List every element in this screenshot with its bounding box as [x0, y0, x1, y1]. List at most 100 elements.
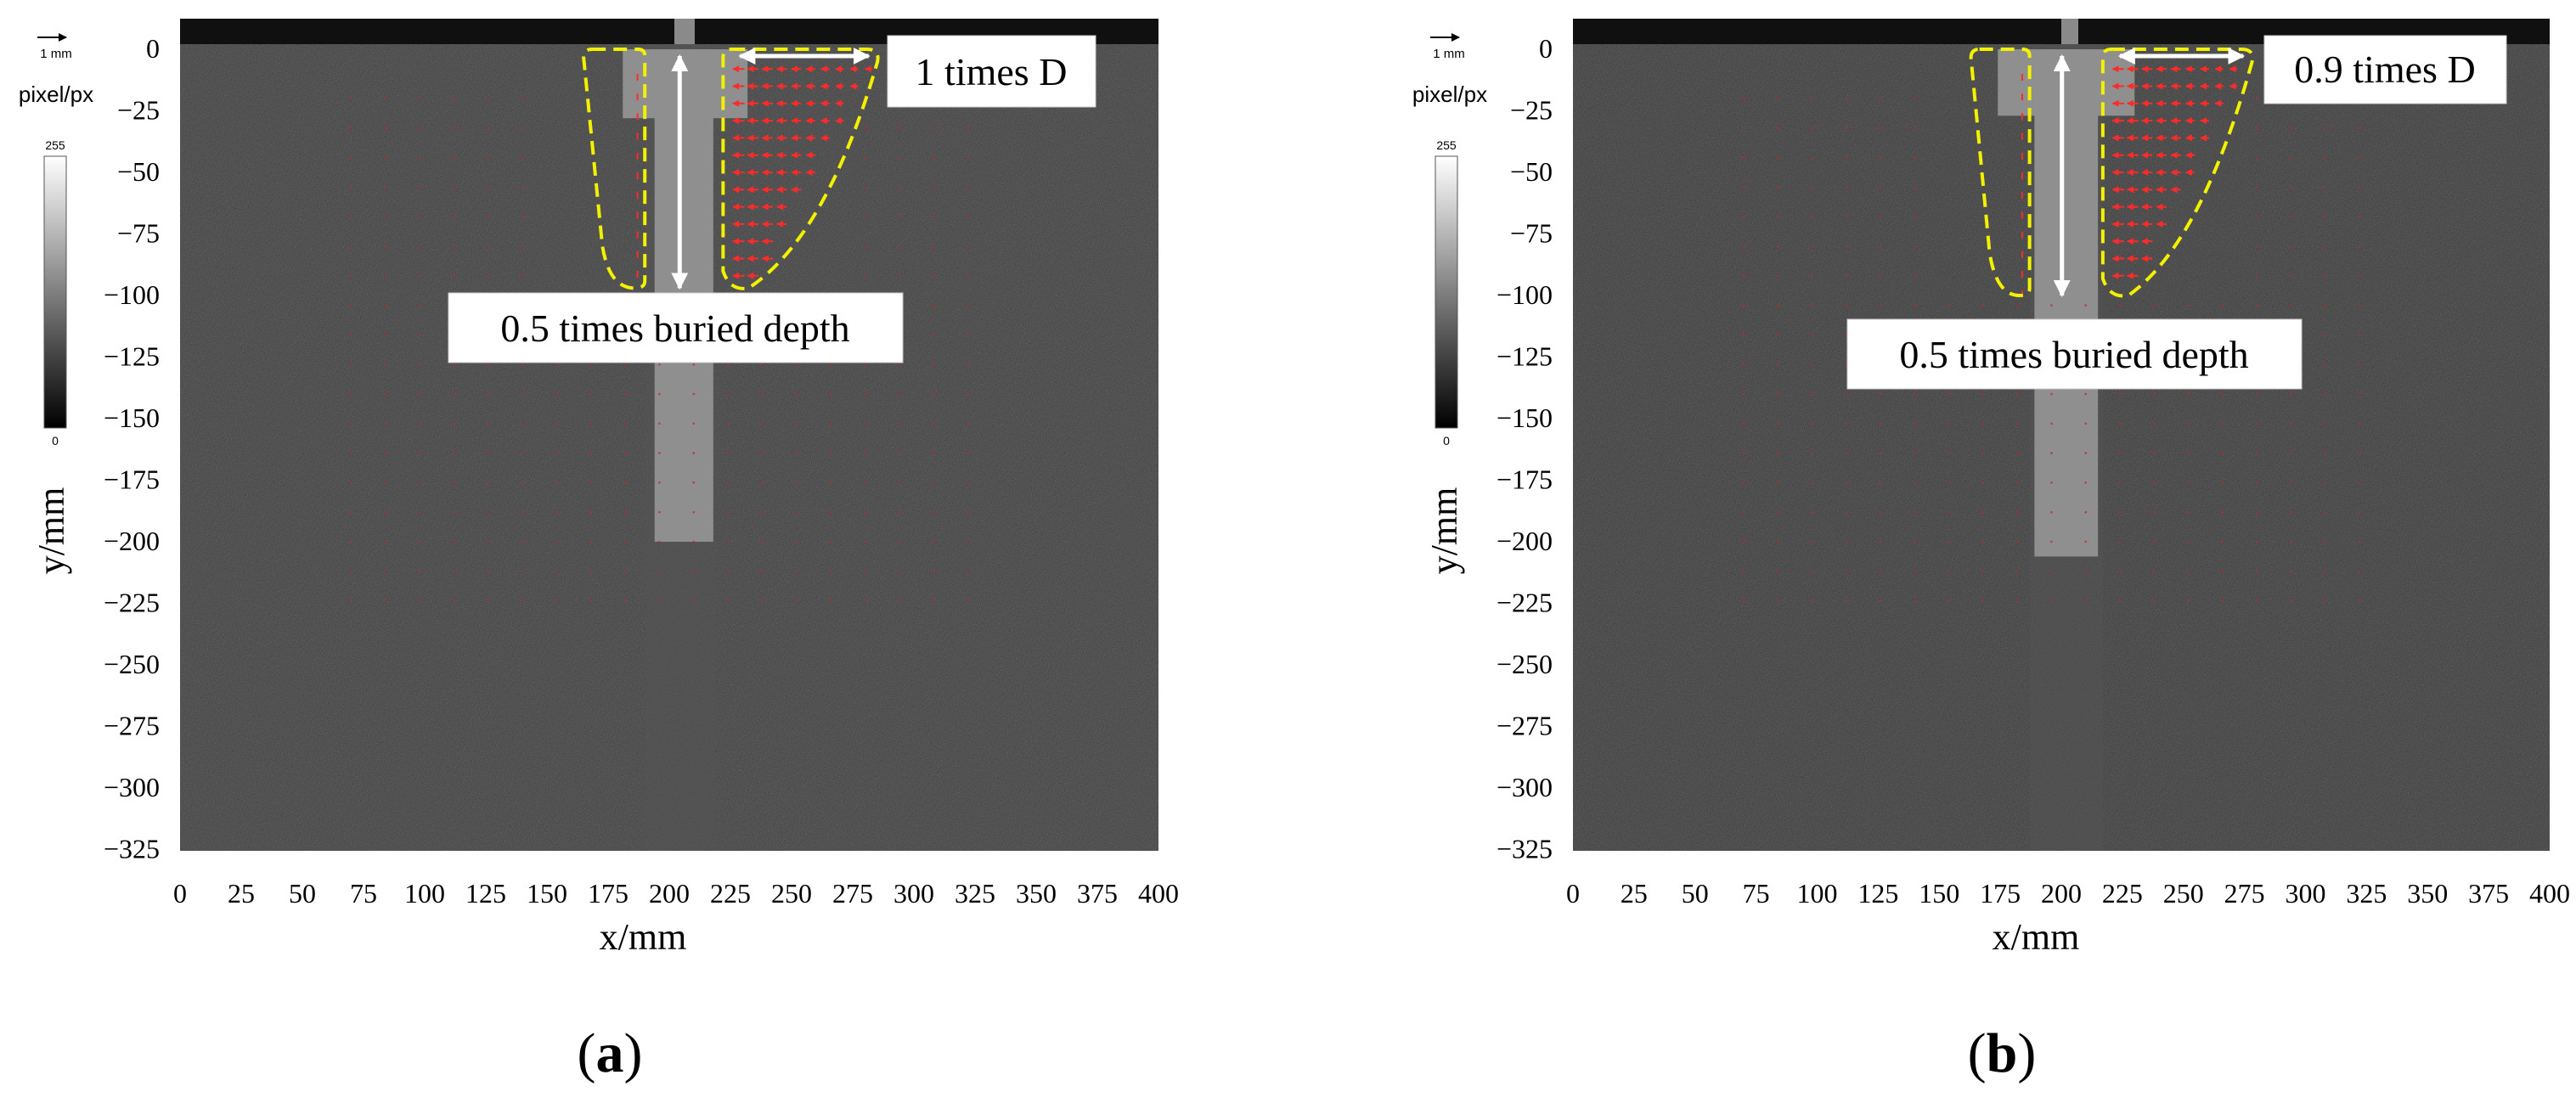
vector-dot [453, 97, 455, 100]
vector-dot [1879, 215, 1882, 218]
vector-dot [384, 186, 387, 189]
vector-dot [555, 510, 558, 514]
vector-dot [1981, 570, 1985, 573]
vector-dot [2050, 510, 2053, 514]
vector-dot [2084, 570, 2088, 573]
piv-image-a [180, 19, 1158, 851]
vector-dot [967, 481, 969, 484]
vector-dot [1879, 127, 1882, 130]
vector-dot [418, 540, 421, 543]
vector-dot [1811, 363, 1814, 366]
vector-dot [1811, 510, 1814, 514]
vector-dot [1914, 186, 1916, 189]
vector-dot [1914, 481, 1916, 484]
x-tick-label: 25 [1621, 878, 1648, 909]
y-tick-label: −125 [1497, 341, 1553, 372]
x-tick-label: 375 [2468, 878, 2509, 909]
vector-dot [2221, 452, 2224, 454]
vector-dot [1879, 570, 1882, 573]
x-tick-label: 0 [173, 878, 187, 909]
vector-dot [1948, 570, 1951, 573]
vector-dot [2187, 422, 2190, 425]
vector-dot [932, 570, 935, 573]
vector-dot [1777, 452, 1779, 454]
vector-dot [623, 452, 627, 454]
vector-dot [898, 422, 901, 425]
vector-dot [453, 127, 455, 130]
vector-dot [555, 540, 558, 543]
vector-dot [1845, 540, 1848, 543]
vector-dot [384, 304, 387, 307]
vector-dot [2084, 599, 2088, 602]
vector-dot [2324, 570, 2326, 573]
vector-dot [453, 510, 455, 514]
vector-dot [384, 215, 387, 218]
vector-dot [795, 422, 798, 425]
x-tick-label: 75 [350, 878, 377, 909]
y-tick-label: −100 [104, 279, 160, 310]
vector-dot [898, 481, 901, 484]
vector-dot [2289, 452, 2292, 454]
vector-dot [487, 215, 490, 218]
vector-dot [1811, 97, 1814, 100]
x-tick-label: 250 [2163, 878, 2204, 909]
vector-dot [967, 540, 969, 543]
vector-dot [967, 245, 969, 248]
vector-dot [1914, 245, 1916, 248]
vector-dot [1811, 304, 1814, 307]
vector-dot [453, 570, 455, 573]
vector-dot [864, 599, 866, 602]
vector-dot [418, 245, 421, 248]
vector-dot [1845, 392, 1848, 396]
vector-dot [1981, 304, 1985, 307]
vector-dot [1845, 599, 1848, 602]
vector-dot [2221, 481, 2224, 484]
vector-dot [2015, 304, 2019, 307]
vector-dot [555, 452, 558, 454]
vector-dot [1811, 481, 1814, 484]
vector-dot [350, 215, 352, 218]
vector-dot [384, 540, 387, 543]
vector-dot [521, 127, 524, 130]
vector-dot [2118, 392, 2122, 396]
vector-dot [2289, 156, 2292, 159]
vector-dot [589, 392, 593, 396]
vector-dot [726, 599, 730, 602]
x-tick-label: 200 [2041, 878, 2082, 909]
annotation-width-box-b: 0.9 times D [2263, 35, 2507, 104]
vector-dot [2015, 510, 2019, 514]
x-tick-label: 325 [2346, 878, 2387, 909]
vector-dot [1914, 156, 1916, 159]
vector-dot [2324, 481, 2326, 484]
vector-dot [932, 245, 935, 248]
vector-dot [384, 97, 387, 100]
vector-dot [2358, 215, 2361, 218]
vector-dot [2187, 599, 2190, 602]
vector-dot [2289, 422, 2292, 425]
vector-dot [864, 540, 866, 543]
vector-dot [932, 422, 935, 425]
vector-dot [1948, 510, 1951, 514]
vector-dot [487, 97, 490, 100]
vector-dot [2324, 363, 2326, 366]
vector-dot [864, 127, 866, 130]
vector-dot [2289, 245, 2292, 248]
vector-dot [623, 422, 627, 425]
vector-dot [2289, 540, 2292, 543]
vector-dot [1879, 186, 1882, 189]
vector-dot [2187, 452, 2190, 454]
y-tick-label: −200 [104, 526, 160, 556]
vector-dot [1948, 599, 1951, 602]
vector-dot [2255, 392, 2258, 396]
vector-dot [864, 481, 866, 484]
vector-dot [795, 510, 798, 514]
x-tick-label: 375 [1077, 878, 1118, 909]
vector-dot [967, 334, 969, 336]
vector-dot [521, 97, 524, 100]
vector-dot [2324, 392, 2326, 396]
vector-dot [350, 452, 352, 454]
vector-dot [829, 510, 832, 514]
vector-dot [1879, 156, 1882, 159]
vector-dot [2358, 245, 2361, 248]
